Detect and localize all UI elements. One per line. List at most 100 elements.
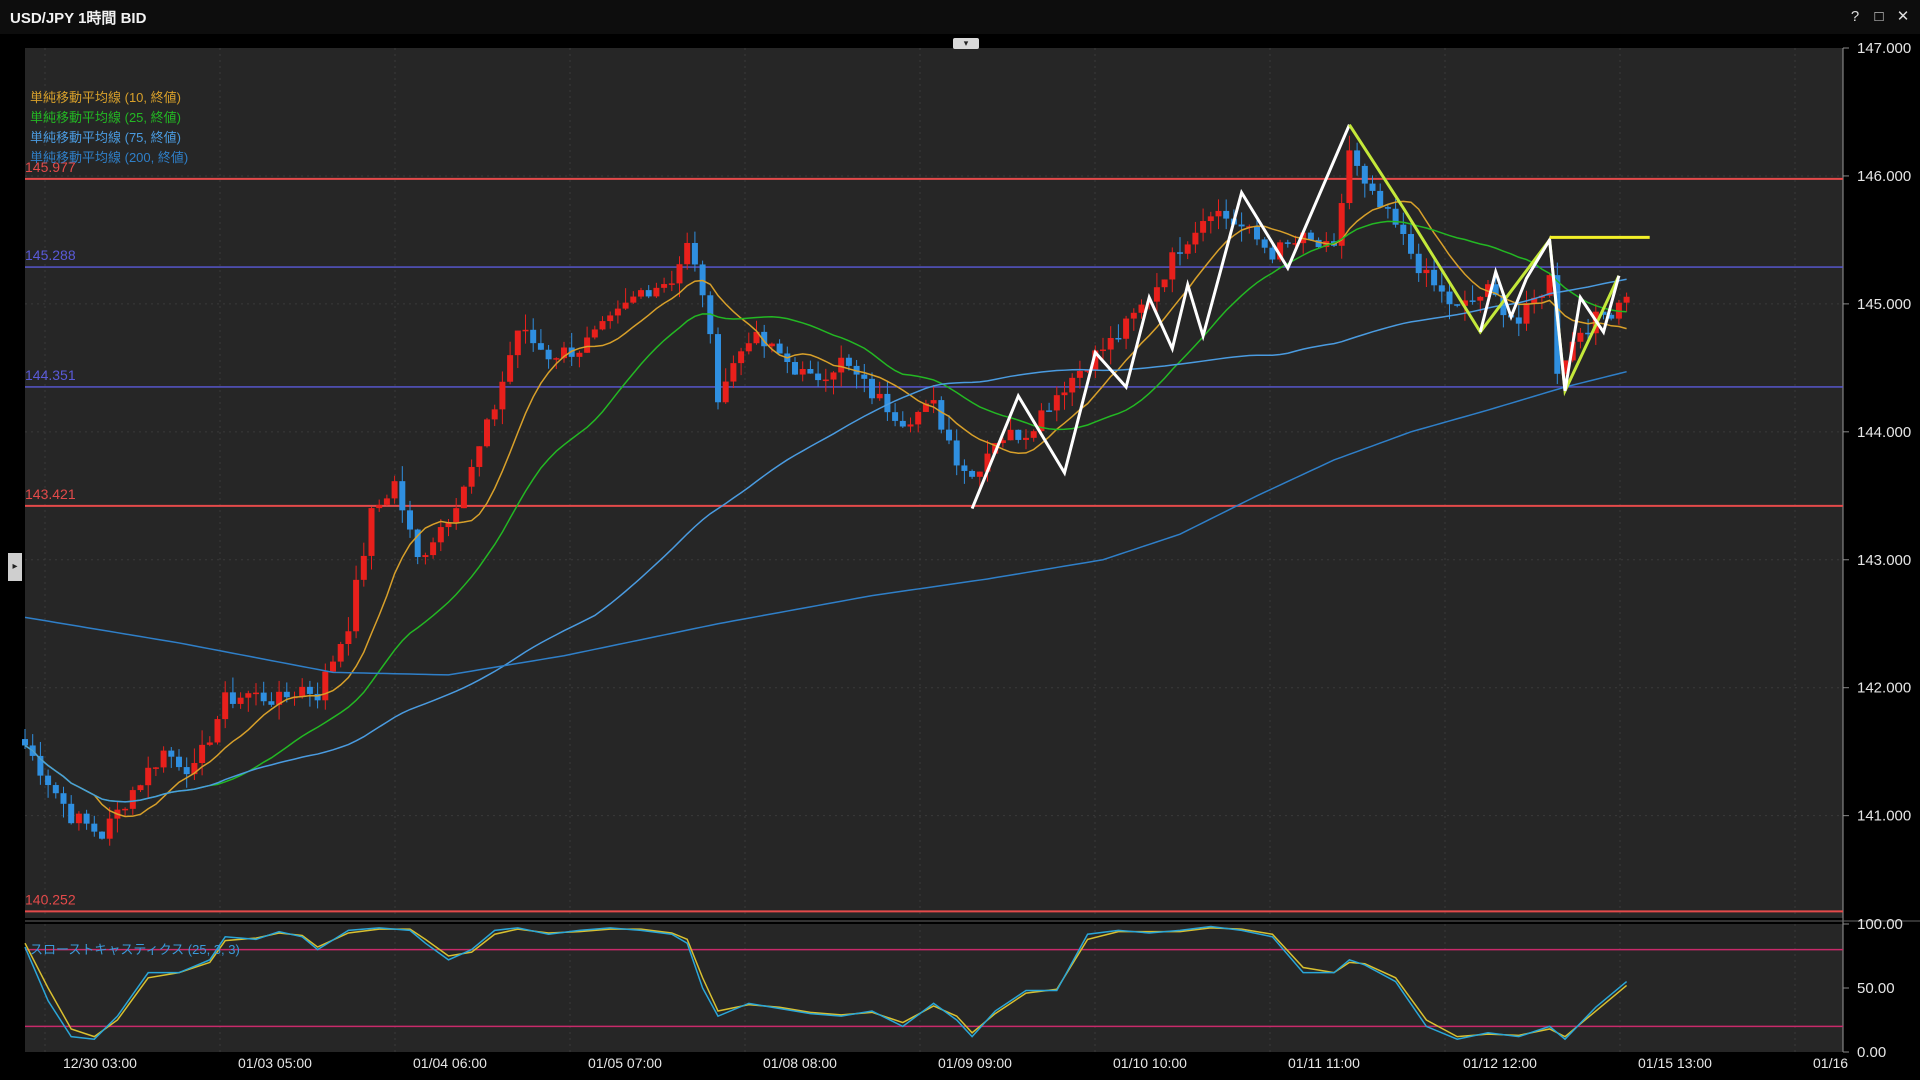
candle-body [1307, 232, 1314, 240]
candle-body [1092, 350, 1099, 371]
grid [25, 48, 1843, 1052]
y-tick-label: 141.000 [1857, 808, 1911, 825]
candle-body [306, 686, 313, 694]
candle-body [1461, 300, 1468, 306]
x-tick-label: 01/16 [1813, 1055, 1848, 1071]
candle-body [1277, 242, 1284, 260]
title-bar: USD/JPY 1時間 BID ? □ ✕ [0, 0, 1920, 35]
candle-body [430, 542, 437, 556]
x-tick-label: 01/15 13:00 [1638, 1055, 1712, 1071]
candle-body [992, 443, 999, 454]
candle-body [484, 419, 490, 447]
help-button[interactable]: ? [1850, 8, 1860, 25]
candle-body [722, 381, 729, 403]
level-label: 144.351 [25, 367, 76, 383]
candle-body [999, 440, 1006, 444]
candle-body [45, 775, 52, 786]
collapse-tab[interactable]: ▾ [953, 38, 979, 49]
candle-body [822, 379, 829, 382]
x-tick-label: 12/30 03:00 [63, 1055, 137, 1071]
candle-body [268, 701, 275, 705]
candle-body [1161, 279, 1168, 288]
candle-body [353, 579, 360, 632]
trendline-lime[interactable] [1348, 123, 1621, 397]
candle-body [953, 440, 960, 466]
candle-body [345, 631, 352, 645]
candle-body [1138, 304, 1145, 313]
sma-line-200 [24, 370, 1627, 676]
candle-body [899, 420, 906, 427]
y-tick-label: 144.000 [1857, 424, 1911, 441]
candle-body [422, 555, 429, 558]
candle-body [607, 315, 614, 322]
candle-body [1215, 210, 1222, 217]
candle-body [1200, 221, 1207, 233]
candle-body [638, 290, 644, 297]
candle-body [1046, 410, 1053, 412]
candle-body [799, 368, 806, 375]
candle-body [52, 785, 59, 794]
candle-body [229, 692, 236, 704]
x-tick-label: 01/08 08:00 [763, 1055, 837, 1071]
candle-body [738, 351, 745, 364]
candle-body [299, 686, 306, 697]
osc-y-tick-label: 0.00 [1857, 1044, 1886, 1061]
candle-body [1023, 437, 1029, 440]
candle-body [915, 411, 922, 425]
sma-line-75 [24, 278, 1627, 803]
close-button[interactable]: ✕ [1896, 8, 1910, 25]
trendline-white[interactable] [1478, 235, 1621, 392]
candle-body [83, 813, 90, 824]
candle-body [1100, 349, 1106, 352]
side-panel-handle[interactable]: ▸ [8, 553, 22, 581]
level-label: 143.421 [25, 486, 76, 502]
candle-body [214, 719, 221, 743]
sma-line-10 [24, 200, 1627, 818]
candle-body [1423, 269, 1430, 274]
window-title: USD/JPY 1時間 BID [10, 10, 147, 27]
candle-body [684, 242, 691, 265]
candle-body [1153, 287, 1160, 302]
candle-body [645, 290, 652, 297]
candle-body [984, 453, 991, 472]
candle-body [414, 529, 421, 558]
level-label: 145.288 [25, 247, 76, 263]
candle-body [1123, 318, 1130, 339]
candle-body [715, 334, 721, 403]
candle-body [407, 510, 413, 530]
candle-body [1392, 208, 1399, 225]
candle-body [1600, 311, 1607, 315]
chart-canvas[interactable]: 147.000 146.000 145.000 144.000 143.000 142.0… [0, 34, 1920, 1080]
candle-body [869, 378, 875, 399]
x-tick-label: 01/12 12:00 [1463, 1055, 1537, 1071]
candle-body [176, 756, 182, 768]
candle-body [91, 823, 98, 832]
candle-body [1261, 239, 1268, 248]
candle-body [1469, 300, 1476, 302]
stoch-d-line [24, 927, 1628, 1038]
candle-body [1361, 165, 1368, 184]
candle-body [946, 429, 952, 441]
candle-body [260, 692, 267, 702]
candle-body [1546, 275, 1553, 296]
y-tick-label: 145.000 [1857, 296, 1911, 313]
trendline-white[interactable] [970, 124, 1351, 510]
candle-body [1454, 304, 1461, 306]
candle-body [599, 321, 606, 330]
maximize-button[interactable]: □ [1874, 8, 1884, 25]
candle-body [360, 555, 367, 580]
candle-body [1477, 296, 1484, 301]
candle-body [383, 498, 390, 505]
candle-body [776, 343, 783, 354]
candle-body [445, 522, 452, 528]
candle-body [37, 755, 44, 776]
candle-body [145, 767, 152, 786]
candle-body [191, 763, 198, 775]
level-label: 145.977 [25, 159, 76, 175]
osc-y-tick-label: 100.00 [1857, 916, 1903, 933]
candle-body [391, 481, 398, 499]
candle-body [530, 329, 537, 344]
osc-y-tick-label: 50.00 [1857, 980, 1895, 997]
candle-body [561, 347, 567, 359]
candle-body [1338, 203, 1345, 246]
